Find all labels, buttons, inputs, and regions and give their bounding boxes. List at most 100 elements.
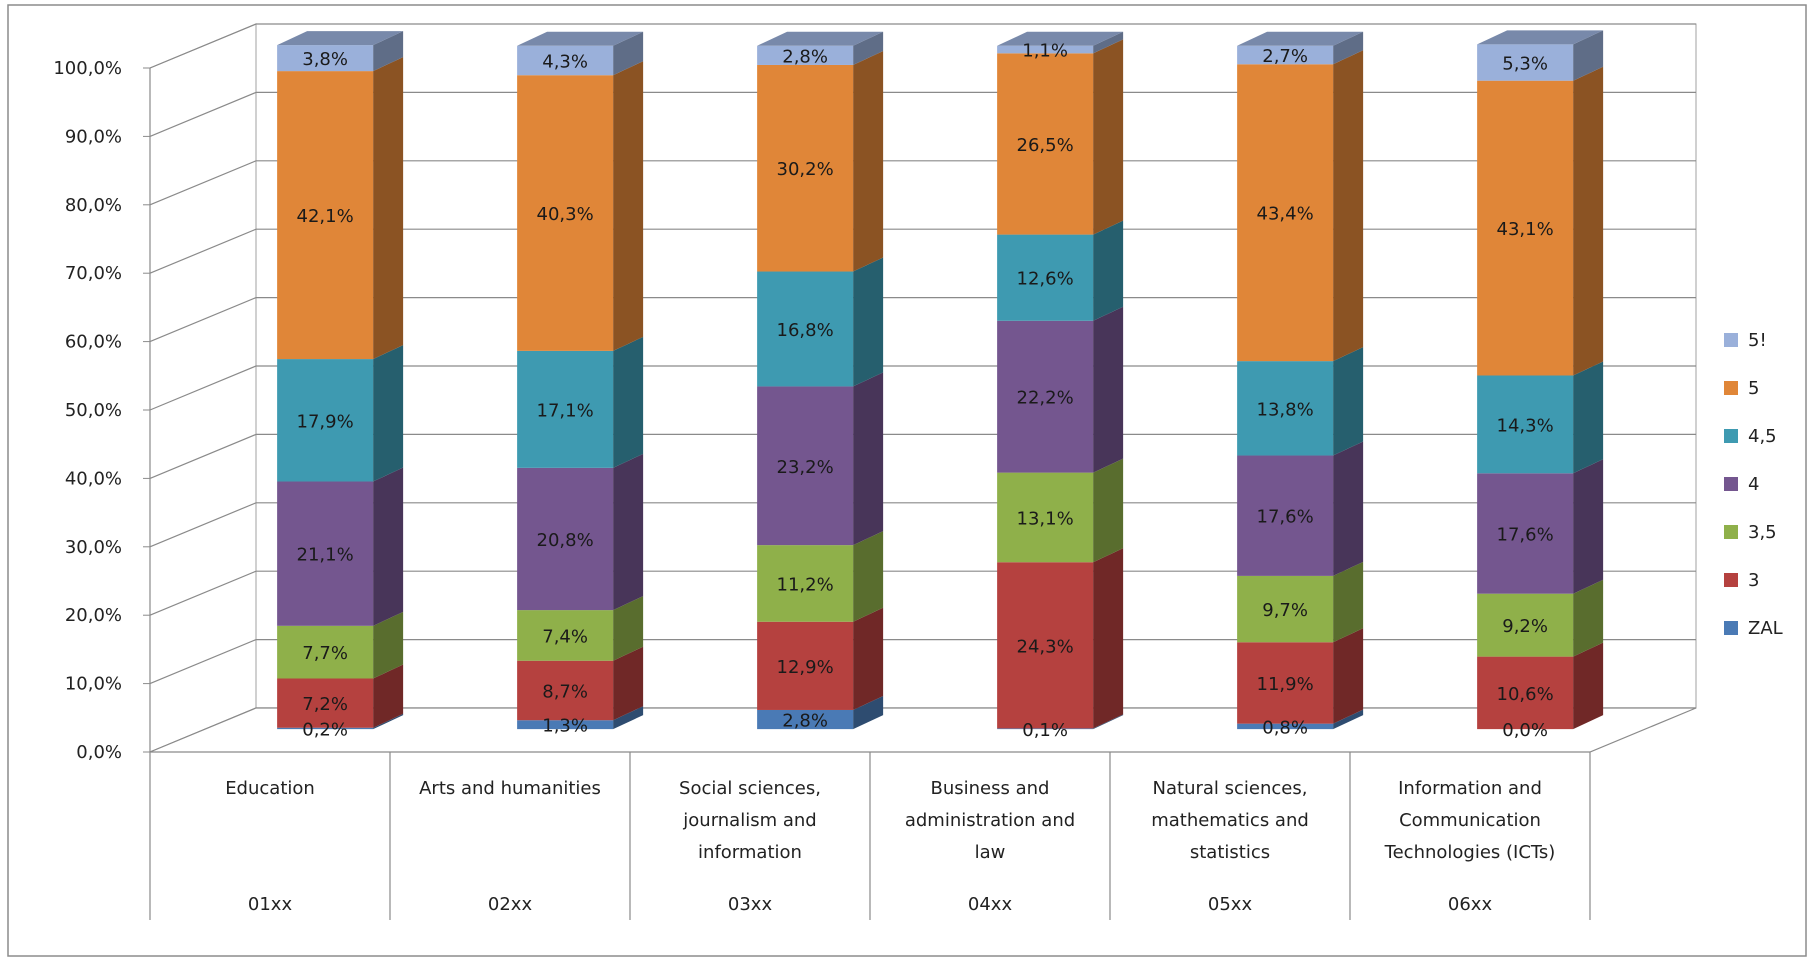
bar-side xyxy=(853,531,884,622)
bar-top xyxy=(1237,31,1364,46)
bar-side xyxy=(613,706,644,730)
data-label: 11,9% xyxy=(1257,674,1314,695)
bar-segment xyxy=(277,45,374,72)
bar-segment xyxy=(757,621,854,710)
category-code-label: 06xx xyxy=(1448,894,1493,915)
category-code-label: 03xx xyxy=(728,894,773,915)
data-label: 17,9% xyxy=(297,411,354,432)
y-tick-label: 70,0% xyxy=(65,263,122,284)
bar-segment xyxy=(277,678,374,728)
bar-side xyxy=(853,372,884,546)
bar-side xyxy=(613,646,644,721)
data-label: 43,1% xyxy=(1497,219,1554,240)
bar-segment xyxy=(1477,44,1574,81)
legend-label: 5 xyxy=(1748,378,1759,399)
bar-side xyxy=(373,345,404,482)
bar-side xyxy=(373,57,404,360)
data-label: 3,8% xyxy=(302,49,348,70)
data-label: 2,8% xyxy=(782,711,828,732)
bar-segment xyxy=(277,727,374,730)
bar-side xyxy=(1093,39,1124,235)
y-tick-label: 30,0% xyxy=(65,537,122,558)
bar-segment xyxy=(517,467,614,611)
category-code-label: 02xx xyxy=(488,894,533,915)
data-label: 22,2% xyxy=(1017,388,1074,409)
data-label: 11,2% xyxy=(777,574,834,595)
bar-segment xyxy=(997,234,1094,321)
legend-swatch xyxy=(1724,429,1738,443)
gridline xyxy=(149,228,1696,274)
bar-segment xyxy=(277,481,374,626)
category-code-label: 05xx xyxy=(1208,894,1253,915)
bar-segment xyxy=(517,610,614,661)
y-tick-label: 0,0% xyxy=(76,742,122,763)
data-label: 26,5% xyxy=(1017,135,1074,156)
bar-top xyxy=(997,31,1124,46)
bar-segment xyxy=(757,45,854,65)
bar-segment xyxy=(1477,656,1574,730)
bar-side xyxy=(613,453,644,611)
data-label: 17,1% xyxy=(537,400,594,421)
data-label: 7,4% xyxy=(542,626,588,647)
bar-side xyxy=(1093,306,1124,473)
legend-label: 3 xyxy=(1748,570,1759,591)
bar-side xyxy=(1333,628,1364,724)
data-label: 43,4% xyxy=(1257,204,1314,225)
data-label: 7,2% xyxy=(302,694,348,715)
y-tick-label: 50,0% xyxy=(65,400,122,421)
data-label: 12,6% xyxy=(1017,269,1074,290)
data-label: 0,2% xyxy=(302,719,348,740)
bar-segment xyxy=(1237,64,1334,362)
gridline xyxy=(149,502,1696,548)
bar-top xyxy=(757,31,884,46)
category-code-label: 01xx xyxy=(248,894,293,915)
data-label: 8,7% xyxy=(542,681,588,702)
bar-side xyxy=(1573,642,1604,730)
category-label: Arts and humanities xyxy=(419,778,601,799)
category-label: Information and xyxy=(1398,778,1542,799)
data-label: 10,6% xyxy=(1497,684,1554,705)
bar-side xyxy=(1333,347,1364,456)
category-label: Technologies (ICTs) xyxy=(1384,842,1556,863)
bar-segment xyxy=(1477,473,1574,594)
data-label: 7,7% xyxy=(302,643,348,664)
bar-side xyxy=(1333,441,1364,576)
category-label: journalism and xyxy=(682,810,816,831)
data-label: 0,8% xyxy=(1262,717,1308,738)
bar-side xyxy=(613,336,644,468)
bar-segment xyxy=(1237,575,1334,643)
category-label: Education xyxy=(225,778,315,799)
data-label: 5,3% xyxy=(1502,54,1548,75)
bar-segment xyxy=(517,660,614,721)
bar-side xyxy=(373,467,404,626)
data-label: 0,0% xyxy=(1502,720,1548,741)
bar-side xyxy=(1573,361,1604,474)
bar-side xyxy=(1093,714,1124,730)
category-label: mathematics and xyxy=(1151,810,1309,831)
bar-side xyxy=(1573,30,1604,81)
bar-segment xyxy=(997,45,1094,54)
gridline xyxy=(149,297,1696,343)
bar-segment xyxy=(277,359,374,482)
bar-segment xyxy=(997,472,1094,563)
gridline xyxy=(149,23,1696,69)
bar-segment xyxy=(517,720,614,730)
bar-side xyxy=(613,31,644,76)
legend-swatch xyxy=(1724,621,1738,635)
data-label: 9,2% xyxy=(1502,616,1548,637)
bar-segment xyxy=(1477,593,1574,657)
bar-segment xyxy=(1237,455,1334,576)
data-label: 40,3% xyxy=(537,204,594,225)
category-label: law xyxy=(975,842,1006,863)
bar-side xyxy=(853,257,884,387)
category-label: Business and xyxy=(931,778,1050,799)
bar-segment xyxy=(517,350,614,468)
gridline xyxy=(149,433,1696,479)
y-tick-label: 40,0% xyxy=(65,468,122,489)
legend-label: 3,5 xyxy=(1748,522,1777,543)
bar-side xyxy=(853,50,884,272)
legend-swatch xyxy=(1724,525,1738,539)
bar-side xyxy=(1093,220,1124,321)
bar-side xyxy=(853,607,884,710)
